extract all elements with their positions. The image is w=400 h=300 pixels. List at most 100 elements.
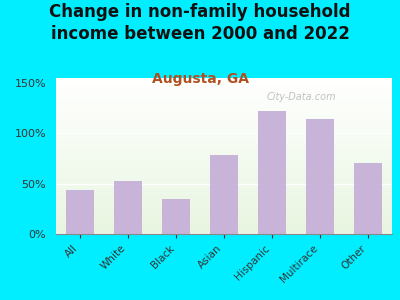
Bar bbox=[56, 217, 392, 218]
Bar bbox=[56, 220, 392, 221]
Bar bbox=[56, 83, 392, 84]
Bar bbox=[114, 181, 142, 234]
Bar bbox=[56, 118, 392, 120]
Bar bbox=[56, 182, 392, 184]
Bar bbox=[56, 201, 392, 203]
Bar bbox=[56, 178, 392, 179]
Bar bbox=[56, 89, 392, 91]
Bar bbox=[56, 120, 392, 122]
Bar bbox=[56, 142, 392, 143]
Bar bbox=[56, 190, 392, 192]
Bar bbox=[56, 211, 392, 212]
Bar bbox=[56, 156, 392, 158]
Bar bbox=[56, 192, 392, 194]
Bar bbox=[56, 103, 392, 104]
Bar bbox=[56, 226, 392, 228]
Bar bbox=[56, 154, 392, 156]
Bar bbox=[56, 150, 392, 151]
Bar bbox=[56, 196, 392, 198]
Bar bbox=[56, 221, 392, 223]
Bar bbox=[56, 108, 392, 109]
Bar bbox=[56, 215, 392, 217]
Bar bbox=[306, 119, 334, 234]
Bar bbox=[56, 109, 392, 111]
Bar bbox=[56, 143, 392, 145]
Bar bbox=[56, 100, 392, 101]
Bar bbox=[56, 176, 392, 178]
Text: City-Data.com: City-Data.com bbox=[266, 92, 336, 102]
Bar bbox=[56, 153, 392, 154]
Bar bbox=[56, 218, 392, 220]
Bar bbox=[56, 81, 392, 83]
Bar bbox=[56, 214, 392, 215]
Bar bbox=[162, 199, 190, 234]
Bar bbox=[56, 232, 392, 234]
Bar bbox=[56, 137, 392, 139]
Bar bbox=[56, 125, 392, 126]
Bar bbox=[56, 126, 392, 128]
Bar bbox=[56, 209, 392, 211]
Bar bbox=[56, 208, 392, 209]
Bar bbox=[56, 186, 392, 187]
Bar bbox=[56, 173, 392, 175]
Bar bbox=[56, 223, 392, 225]
Text: Change in non-family household
income between 2000 and 2022: Change in non-family household income be… bbox=[49, 3, 351, 43]
Bar bbox=[56, 161, 392, 162]
Bar bbox=[56, 139, 392, 140]
Bar bbox=[56, 170, 392, 172]
Bar bbox=[56, 159, 392, 161]
Bar bbox=[56, 92, 392, 94]
Bar bbox=[56, 147, 392, 148]
Bar bbox=[56, 133, 392, 134]
Bar bbox=[56, 151, 392, 153]
Bar bbox=[56, 187, 392, 189]
Bar bbox=[56, 204, 392, 206]
Bar bbox=[56, 158, 392, 159]
Bar bbox=[56, 91, 392, 92]
Bar bbox=[56, 189, 392, 190]
Bar bbox=[56, 80, 392, 81]
Bar bbox=[56, 131, 392, 133]
Bar bbox=[56, 225, 392, 226]
Bar bbox=[56, 78, 392, 80]
Bar bbox=[56, 111, 392, 112]
Bar bbox=[56, 229, 392, 231]
Bar bbox=[56, 87, 392, 89]
Bar bbox=[56, 164, 392, 165]
Bar bbox=[56, 148, 392, 150]
Bar bbox=[56, 162, 392, 164]
Bar bbox=[56, 104, 392, 106]
Bar bbox=[56, 165, 392, 167]
Bar bbox=[56, 184, 392, 186]
Bar bbox=[56, 203, 392, 204]
Bar bbox=[56, 106, 392, 108]
Bar bbox=[56, 84, 392, 86]
Bar bbox=[56, 175, 392, 176]
Bar bbox=[56, 134, 392, 136]
Bar bbox=[56, 181, 392, 182]
Bar bbox=[56, 195, 392, 196]
Bar bbox=[210, 155, 238, 234]
Bar bbox=[56, 116, 392, 117]
Bar bbox=[56, 200, 392, 201]
Bar bbox=[258, 111, 286, 234]
Bar bbox=[56, 172, 392, 173]
Bar bbox=[56, 228, 392, 229]
Bar bbox=[56, 206, 392, 208]
Bar bbox=[56, 97, 392, 98]
Bar bbox=[354, 163, 382, 234]
Bar bbox=[56, 95, 392, 97]
Bar bbox=[56, 167, 392, 169]
Bar bbox=[56, 112, 392, 114]
Bar bbox=[56, 117, 392, 118]
Bar bbox=[56, 136, 392, 137]
Bar bbox=[56, 101, 392, 103]
Bar bbox=[56, 122, 392, 123]
Bar bbox=[56, 123, 392, 125]
Bar bbox=[56, 194, 392, 195]
Bar bbox=[56, 145, 392, 147]
Bar bbox=[56, 98, 392, 100]
Bar bbox=[56, 231, 392, 232]
Bar bbox=[56, 94, 392, 95]
Bar bbox=[66, 190, 94, 234]
